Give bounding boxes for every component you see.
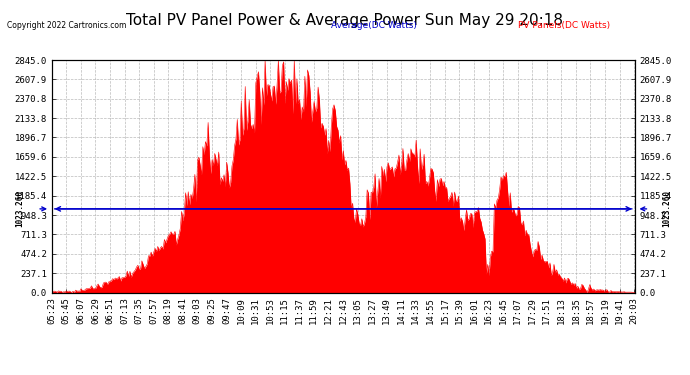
Text: Copyright 2022 Cartronics.com: Copyright 2022 Cartronics.com — [7, 21, 126, 30]
Text: 1023.260: 1023.260 — [15, 190, 24, 227]
Text: Average(DC Watts): Average(DC Watts) — [331, 21, 417, 30]
Text: Total PV Panel Power & Average Power Sun May 29 20:18: Total PV Panel Power & Average Power Sun… — [126, 13, 564, 28]
Text: PV Panels(DC Watts): PV Panels(DC Watts) — [518, 21, 610, 30]
Text: 1023.260: 1023.260 — [662, 190, 671, 227]
